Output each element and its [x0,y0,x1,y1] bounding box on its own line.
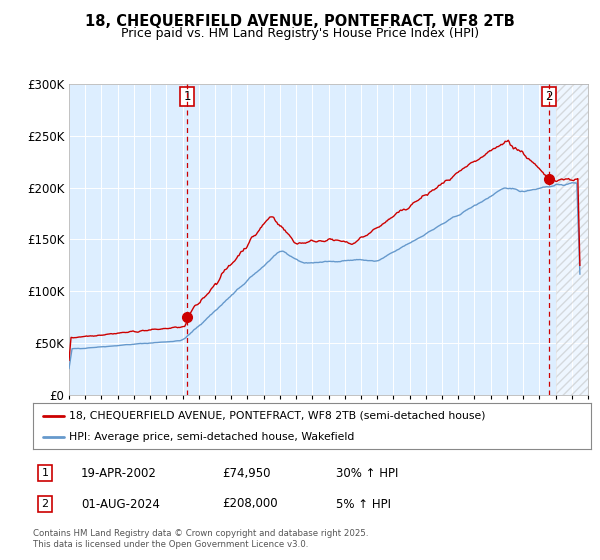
Text: £208,000: £208,000 [222,497,278,511]
Text: 01-AUG-2024: 01-AUG-2024 [81,497,160,511]
Text: 18, CHEQUERFIELD AVENUE, PONTEFRACT, WF8 2TB: 18, CHEQUERFIELD AVENUE, PONTEFRACT, WF8… [85,14,515,29]
Text: 18, CHEQUERFIELD AVENUE, PONTEFRACT, WF8 2TB (semi-detached house): 18, CHEQUERFIELD AVENUE, PONTEFRACT, WF8… [69,410,486,421]
Text: 30% ↑ HPI: 30% ↑ HPI [336,466,398,480]
Text: 1: 1 [41,468,49,478]
Text: £74,950: £74,950 [222,466,271,480]
Text: Price paid vs. HM Land Registry's House Price Index (HPI): Price paid vs. HM Land Registry's House … [121,27,479,40]
Bar [556,84,588,395]
Text: HPI: Average price, semi-detached house, Wakefield: HPI: Average price, semi-detached house,… [69,432,355,442]
Text: 2: 2 [545,90,553,103]
Text: 2: 2 [41,499,49,509]
Text: 1: 1 [184,90,191,103]
Text: 5% ↑ HPI: 5% ↑ HPI [336,497,391,511]
Text: 19-APR-2002: 19-APR-2002 [81,466,157,480]
Text: Contains HM Land Registry data © Crown copyright and database right 2025.
This d: Contains HM Land Registry data © Crown c… [33,529,368,549]
